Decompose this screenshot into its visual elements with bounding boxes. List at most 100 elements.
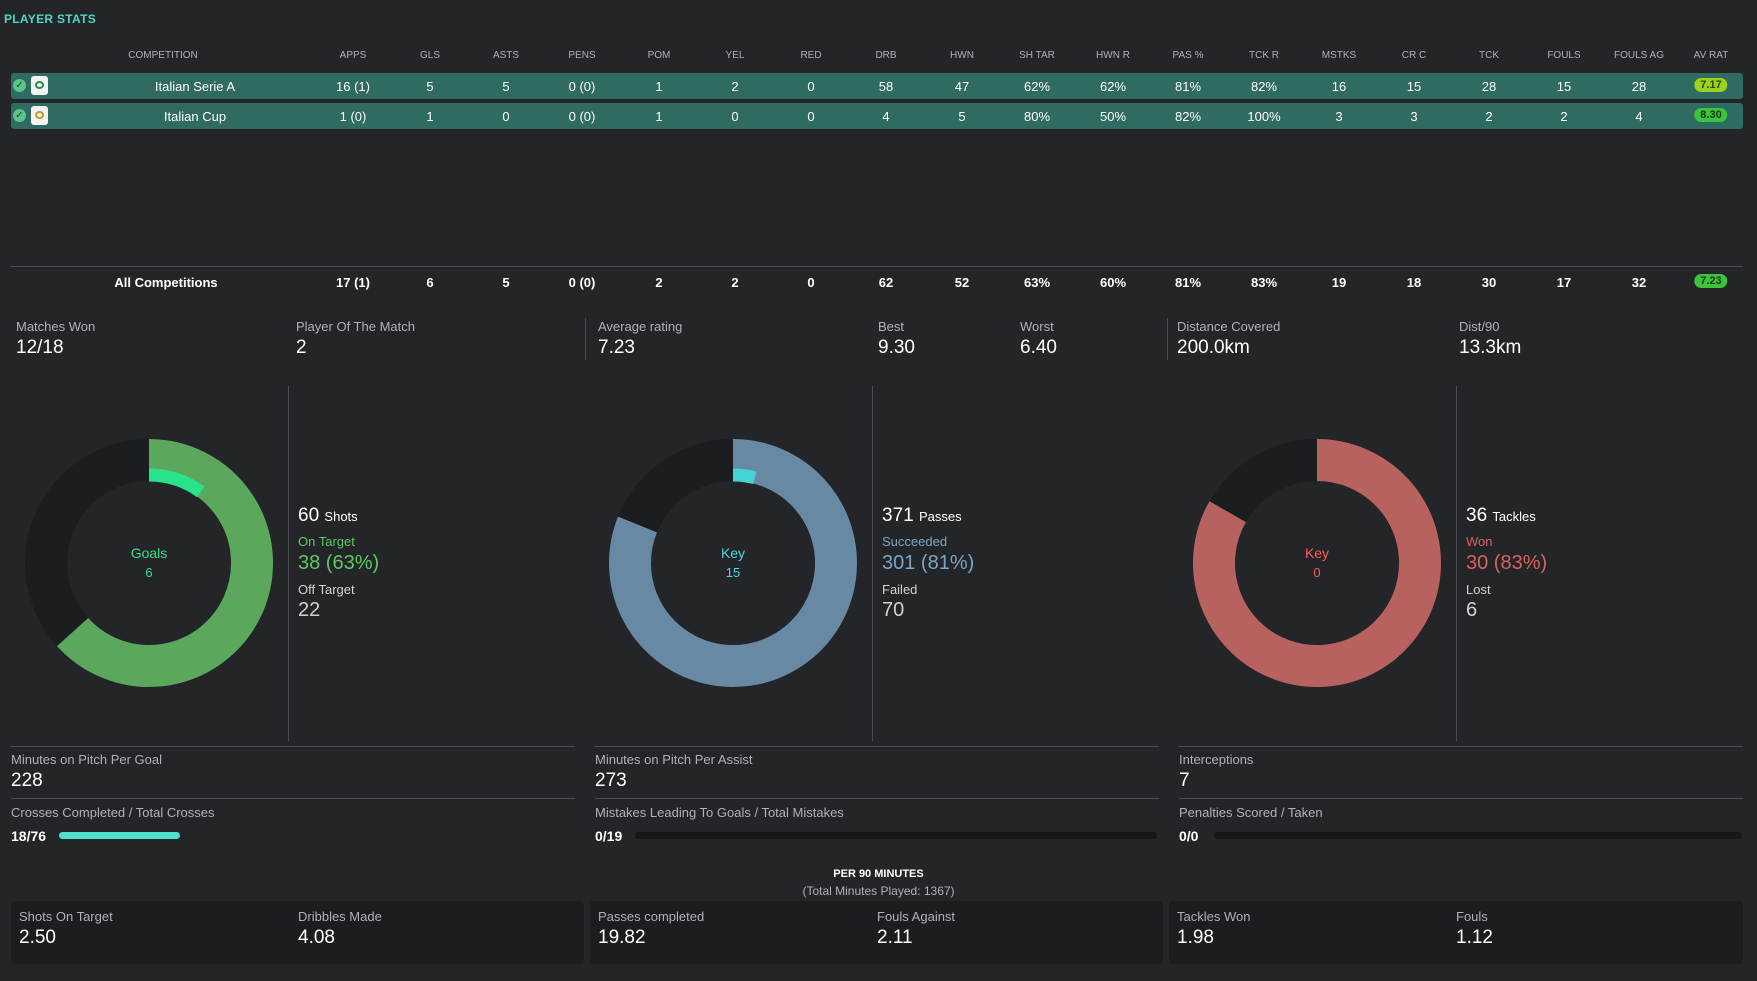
passes-total-value: 371 [882,505,914,526]
column-header[interactable]: FOULS [1547,50,1581,61]
distance-value: 200.0km [1177,337,1250,358]
competition-name: Italian Cup [163,109,227,124]
table-cell: 1 [655,109,663,124]
table-cell: 3 [1335,109,1343,124]
table-cell: 2 [1560,109,1568,124]
table-cell: 0 [807,79,815,94]
passes-bad-value: 70 [882,599,905,621]
totals-cell: 62 [878,275,894,290]
serie-a-logo-icon [31,76,48,95]
table-row[interactable]: ✓ Italian Serie A 16 (1) 5 5 0 (0) 1 2 0 58 47 62%… [11,73,1743,99]
column-header[interactable]: FOULS AG [1613,50,1665,61]
per90-item-label: Tackles Won [1177,909,1251,924]
table-divider [11,266,1743,267]
shots-center-value: 6 [145,565,153,580]
tackles-center-value: 0 [1313,565,1321,580]
metric-divider [11,798,575,799]
table-cell: 15 [1556,79,1572,94]
totals-cell: 17 [1556,275,1572,290]
table-row[interactable]: ✓ Italian Cup 1 (0) 1 0 0 (0) 1 0 0 4 5 80% 50% 82% 1… [11,103,1743,129]
best-label: Best [878,319,905,334]
column-header[interactable]: CR C [1401,50,1427,61]
totals-cell: 32 [1631,275,1647,290]
column-header[interactable]: AV RAT [1693,50,1729,61]
column-header[interactable]: ASTS [492,50,520,61]
metric-divider [595,798,1159,799]
passes-good-label: Succeeded [882,534,948,549]
column-header[interactable]: HWN R [1096,50,1130,61]
column-header[interactable]: GLS [419,50,441,61]
column-header[interactable]: APPS [339,50,367,61]
per90-item-value: 1.98 [1177,927,1214,948]
totals-cell: 0 (0) [568,275,596,290]
column-header[interactable]: TCK [1479,50,1499,61]
passes-donut-inner-arc [732,468,757,485]
tackles-center-label: Key [1304,545,1330,561]
min-per-assist-label: Minutes on Pitch Per Assist [595,752,753,767]
per90-item-label: Shots On Target [19,909,113,924]
passes-donut-chart [609,439,857,687]
shots-bad-label: Off Target [298,582,355,597]
summary-divider [585,318,586,360]
metric-divider [11,746,575,747]
avg-rating-value: 7.23 [598,337,635,358]
table-cell: 28 [1631,79,1647,94]
crosses-progress-bar [59,832,180,839]
shots-good-value: 38 (63%) [298,552,380,574]
totals-cell: 2 [731,275,739,290]
min-per-goal-label: Minutes on Pitch Per Goal [11,752,163,767]
tackles-total-label: Tackles [1492,509,1536,524]
shots-total: 60 Shots [298,505,358,527]
dist90-value: 13.3km [1459,337,1522,358]
per90-subtitle: (Total Minutes Played: 1367) [802,884,955,898]
table-cell: 62% [1099,79,1127,94]
shots-donut-chart [25,439,273,687]
competition-name: Italian Serie A [154,79,236,94]
column-header[interactable]: PENS [568,50,596,61]
avg-rating-label: Average rating [598,319,683,334]
passes-donut-center: Key 15 [673,543,793,583]
totals-cell: 52 [954,275,970,290]
table-cell: 62% [1023,79,1051,94]
column-header[interactable]: RED [800,50,822,61]
min-per-assist-value: 273 [595,770,627,791]
per90-item-value: 2.50 [19,927,56,948]
per90-item-value: 2.11 [877,927,913,948]
totals-cell: 6 [426,275,434,290]
per90-title: PER 90 MINUTES [833,868,924,880]
passes-donut-arc [609,439,857,687]
column-header[interactable]: PAS % [1172,50,1204,61]
column-header[interactable]: MSTKS [1321,50,1357,61]
tackles-good-value: 30 (83%) [1466,552,1548,574]
metric-divider [595,746,1159,747]
table-cell: 28 [1481,79,1497,94]
column-header[interactable]: POM [647,50,671,61]
column-header[interactable]: SH TAR [1019,50,1055,61]
totals-label: All Competitions [114,275,218,290]
passes-total: 371 Passes [882,505,962,527]
crosses-value: 18/76 [11,828,47,844]
table-cell: 82% [1174,109,1202,124]
table-cell: 16 (1) [336,79,370,94]
passes-center-value: 15 [725,565,741,580]
table-cell: 4 [882,109,890,124]
shots-donut-inner-arc [148,468,205,498]
distance-label: Distance Covered [1177,319,1281,334]
tackles-donut-arc [1193,439,1441,687]
column-header[interactable]: HWN [950,50,974,61]
column-header[interactable]: YEL [725,50,745,61]
table-cell: 0 [731,109,739,124]
table-cell: 47 [954,79,970,94]
shots-bad-value: 22 [298,599,321,621]
column-header[interactable]: COMPETITION [128,50,198,61]
tackles-total-value: 36 [1466,505,1488,526]
metric-divider [1179,746,1743,747]
rating-badge: 7.23 [1694,274,1728,288]
table-cell: 58 [878,79,894,94]
totals-cell: 18 [1406,275,1422,290]
column-header[interactable]: DRB [875,50,897,61]
penalties-label: Penalties Scored / Taken [1179,805,1323,820]
column-header[interactable]: TCK R [1249,50,1279,61]
table-cell: 5 [426,79,434,94]
min-per-goal-value: 228 [11,770,43,791]
